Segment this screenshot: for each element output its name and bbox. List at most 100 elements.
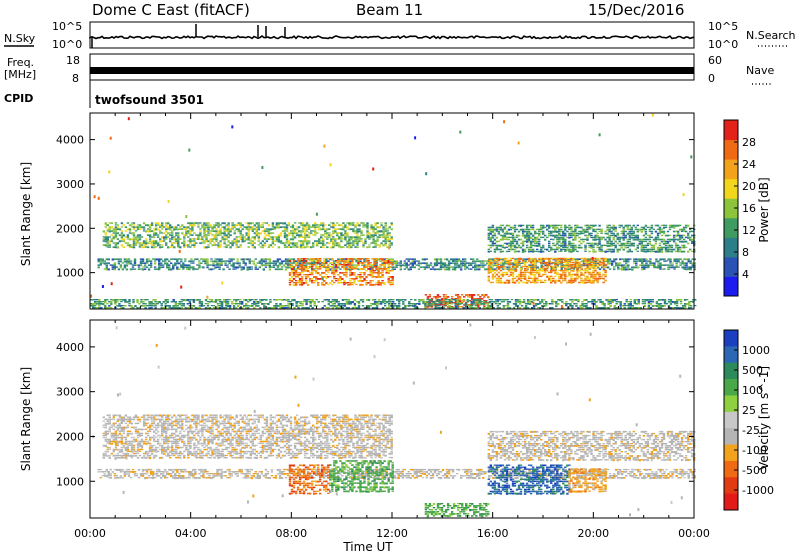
data-cell: [464, 303, 467, 305]
data-cell: [388, 238, 391, 240]
data-cell: [351, 307, 355, 309]
data-cell: [321, 282, 324, 284]
data-cell: [370, 226, 373, 229]
data-cell: [570, 246, 573, 248]
data-cell: [266, 264, 270, 266]
data-cell: [568, 234, 571, 237]
data-cell: [290, 276, 294, 278]
data-cell: [428, 294, 432, 296]
data-cell: [228, 307, 232, 309]
data-cell: [513, 236, 517, 238]
data-cell: [247, 222, 250, 225]
data-cell: [241, 307, 244, 309]
data-cell: [683, 258, 686, 260]
data-cell: [231, 224, 234, 227]
data-cell: [127, 258, 131, 260]
data-cell: [120, 230, 124, 232]
data-cell: [322, 234, 325, 237]
data-cell: [592, 228, 595, 231]
data-cell: [357, 264, 360, 267]
data-cell: [317, 258, 320, 260]
data-cell: [538, 242, 541, 245]
data-cell: [493, 269, 497, 271]
data-cell: [624, 224, 627, 227]
data-cell: [208, 264, 211, 266]
data-cell: [501, 230, 505, 233]
data-cell: [312, 230, 315, 232]
data-cell: [117, 260, 121, 262]
data-cell: [321, 272, 324, 274]
data-cell: [523, 248, 527, 251]
data-cell: [670, 226, 674, 228]
data-cell: [97, 264, 100, 266]
data-cell: [264, 266, 268, 268]
data-cell: [626, 240, 629, 243]
data-cell: [344, 232, 347, 235]
data-cell: [301, 305, 304, 307]
data-cell: [153, 268, 157, 270]
data-cell: [327, 276, 330, 278]
data-cell: [523, 269, 527, 272]
data-cell: [269, 244, 273, 247]
data-cell: [540, 246, 543, 249]
data-cell: [497, 271, 501, 274]
data-cell: [213, 230, 216, 232]
data-cell: [298, 268, 302, 270]
data-cell: [220, 264, 223, 266]
data-cell: [381, 258, 384, 260]
data-cell: [324, 230, 327, 232]
data-cell: [188, 264, 191, 267]
data-cell: [533, 261, 537, 264]
data-cell: [442, 298, 446, 300]
data-cell: [361, 283, 364, 286]
data-cell: [223, 222, 226, 225]
data-cell: [272, 260, 276, 262]
data-cell: [501, 271, 505, 274]
data-cell: [344, 234, 347, 236]
data-cell: [343, 266, 346, 268]
data-cell: [148, 303, 151, 305]
data-cell: [197, 222, 200, 224]
data-cell: [604, 244, 607, 246]
data-cell: [319, 260, 322, 262]
data-cell: [347, 264, 350, 266]
data-cell: [517, 263, 521, 266]
data-cell: [602, 259, 605, 262]
data-cell: [608, 228, 611, 231]
data-cell: [313, 276, 316, 278]
data-cell: [149, 266, 153, 268]
data-cell: [505, 230, 509, 233]
data-cell: [323, 262, 326, 264]
data-cell: [365, 305, 369, 307]
data-cell: [536, 236, 539, 239]
data-cell: [550, 238, 553, 240]
data-cell: [576, 275, 579, 278]
data-cell: [108, 307, 111, 309]
data-cell: [489, 226, 492, 229]
data-cell: [469, 300, 472, 302]
data-cell: [347, 299, 351, 301]
data-cell: [246, 266, 249, 269]
data-cell: [648, 228, 652, 231]
data-cell: [339, 278, 342, 281]
data-cell: [473, 294, 476, 296]
data-cell: [307, 301, 310, 303]
data-cell: [381, 262, 384, 264]
data-cell: [312, 224, 315, 227]
data-cell: [468, 305, 471, 307]
data-cell: [392, 305, 395, 307]
data-cell: [628, 248, 631, 251]
data-cell: [644, 236, 648, 239]
data-cell: [164, 258, 167, 261]
data-cell: [110, 307, 113, 309]
data-cell: [564, 234, 567, 237]
freq-unit: [MHz]: [4, 68, 36, 81]
data-cell: [148, 230, 152, 233]
data-cell: [598, 236, 601, 239]
data-cell: [495, 273, 499, 276]
data-cell: [160, 307, 163, 309]
data-cell: [600, 236, 603, 239]
data-cell: [266, 262, 270, 264]
data-cell: [177, 244, 180, 247]
data-cell: [365, 258, 368, 260]
